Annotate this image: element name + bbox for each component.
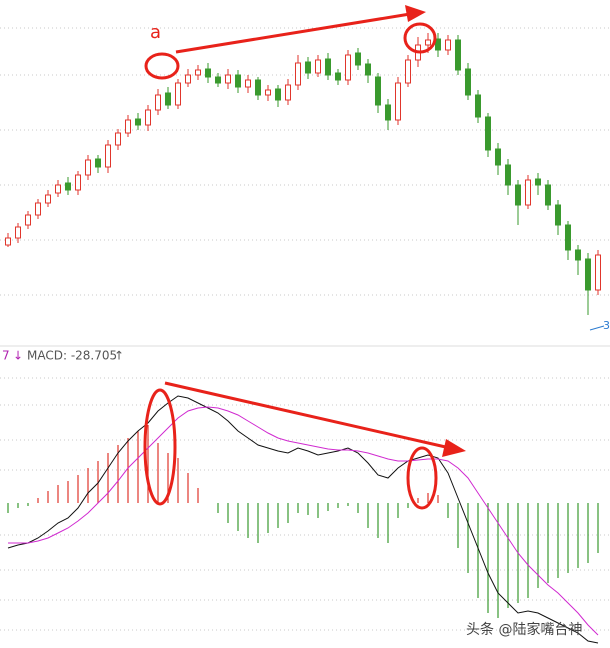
candle-body [255,79,261,96]
corner-label: 3 [603,319,610,332]
macd-header: ↓ [13,349,23,363]
candle-body [285,84,291,101]
macd-header: 7 [2,349,10,363]
candle-body [555,204,561,226]
candle-body [385,104,391,121]
candle-body [215,76,221,84]
candle-body [45,194,51,204]
corner-pointer [589,325,605,331]
candle-body [395,82,401,121]
candle-body [595,254,601,291]
watermark: 头条 @陆家嘴台神 [466,621,582,638]
candle-body [125,119,131,134]
candle-body [35,202,41,216]
candle-body [345,54,351,81]
candle-body [455,39,461,71]
annotation-label: a [150,22,161,43]
candle-body [495,148,501,166]
candle-body [265,89,271,96]
candle-body [155,94,161,111]
candle-body [205,68,211,78]
candle-body [335,72,341,81]
candle-body [105,144,111,168]
candle-body [325,58,331,76]
candle-body [445,39,451,51]
candle-body [525,179,531,206]
candle-body [575,249,581,261]
candle-body [485,116,491,151]
arrow-head [405,5,426,22]
macd-header: ↑ [114,349,124,363]
candle-body [225,74,231,84]
candle-body [275,88,281,101]
candle-body [55,184,61,194]
candle-body [515,184,521,206]
candle-body [315,59,321,74]
arrow-head [442,439,466,457]
candle-body [75,174,81,191]
candle-body [5,237,11,246]
candle-body [115,132,121,146]
macd-line [7,395,599,644]
candle-body [435,38,441,51]
candle-body [25,214,31,226]
annotations [143,12,451,510]
candle-body [355,52,361,66]
candle-body [85,159,91,176]
candle-body [245,79,251,88]
candle-body [295,62,301,86]
candle-body [195,69,201,76]
candle-body [405,59,411,84]
candle-body [365,63,371,76]
candle-body [15,226,21,239]
candle-body [65,182,71,191]
marks [5,33,601,644]
candle-body [375,76,381,106]
candle-body [305,61,311,74]
candle-body [145,109,151,126]
candle-body [535,178,541,186]
macd-line [8,406,599,636]
candle-body [465,68,471,96]
candle-body [585,258,591,291]
candle-body [185,74,191,84]
candle-body [135,118,141,126]
candle-body [505,164,511,186]
candle-body [565,224,571,251]
macd-header: MACD: -28.705 [27,349,117,363]
candle-body [165,92,171,106]
candle-body [175,82,181,106]
candle-body [545,184,551,206]
candle-body [235,74,241,88]
candle-body [95,158,101,168]
candle-body [425,39,431,46]
candle-body [475,94,481,118]
